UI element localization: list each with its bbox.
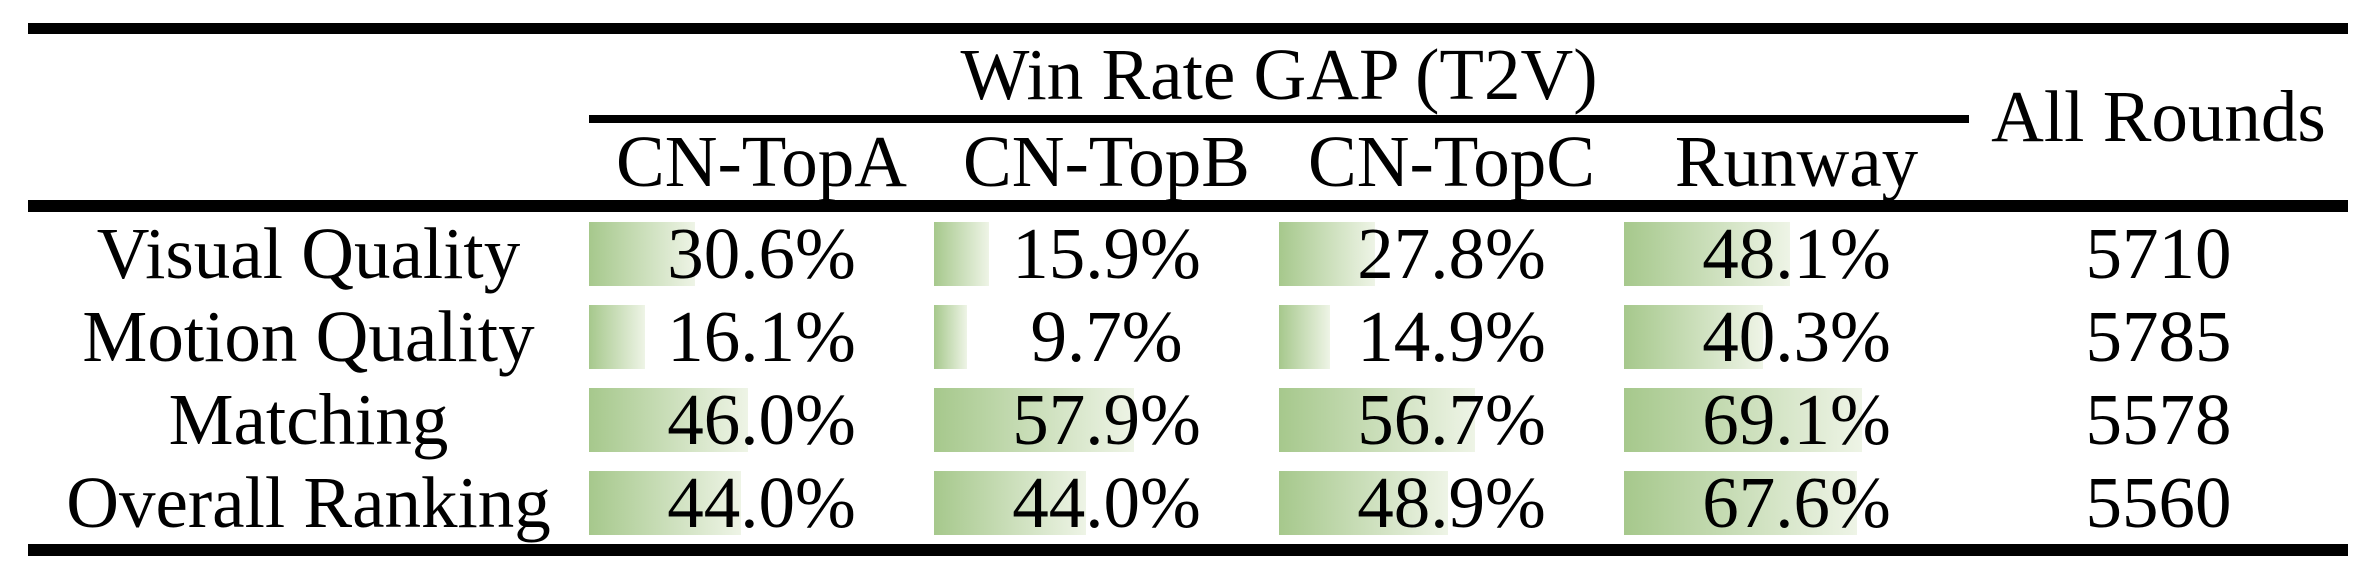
table-row-visual-quality: Visual Quality 30.6% 15.9% 27.8% 48.1% 5…	[28, 212, 2348, 295]
winrate-cell: 16.1%	[589, 295, 934, 378]
header-rule	[28, 200, 2348, 212]
winrate-value: 16.1%	[667, 295, 856, 377]
winrate-value: 69.1%	[1702, 378, 1891, 460]
column-header-runway: Runway	[1674, 120, 1919, 202]
winrate-bar	[934, 470, 1086, 535]
winrate-value: 67.6%	[1702, 461, 1891, 543]
winrate-cell: 46.0%	[589, 378, 934, 461]
winrate-value: 44.0%	[667, 461, 856, 543]
winrate-cell: 67.6%	[1624, 461, 1969, 544]
table-row-overall-ranking: Overall Ranking 44.0% 44.0% 48.9% 67.6% …	[28, 461, 2348, 544]
table-row-matching: Matching 46.0% 57.9% 56.7% 69.1% 5578	[28, 378, 2348, 461]
winrate-bar	[1279, 387, 1475, 452]
winrate-value: 9.7%	[1030, 295, 1183, 377]
winrate-cell: 48.1%	[1624, 212, 1969, 295]
winrate-cell: 56.7%	[1279, 378, 1624, 461]
row-label: Overall Ranking	[66, 461, 551, 543]
winrate-cell: 57.9%	[934, 378, 1279, 461]
group-header-underline	[589, 115, 1969, 123]
winrate-value: 40.3%	[1702, 295, 1891, 377]
all-rounds-value: 5578	[2085, 378, 2232, 460]
winrate-value: 46.0%	[667, 378, 856, 460]
winrate-bar	[934, 304, 968, 369]
winrate-bar	[934, 387, 1134, 452]
column-header-cn-topc: CN-TopC	[1308, 120, 1595, 202]
winrate-bar	[934, 221, 989, 286]
winrate-cell: 40.3%	[1624, 295, 1969, 378]
winrate-bar	[1624, 470, 1858, 535]
top-rule	[28, 23, 2348, 34]
win-rate-table: Win Rate GAP (T2V) CN-TopA CN-TopB CN-To…	[28, 23, 2348, 556]
winrate-bar	[589, 221, 695, 286]
column-headers: CN-TopA CN-TopB CN-TopC Runway	[589, 120, 1969, 202]
column-header-cn-topa: CN-TopA	[616, 120, 907, 202]
winrate-cell: 9.7%	[934, 295, 1279, 378]
column-header-cn-topb: CN-TopB	[963, 120, 1250, 202]
winrate-cell: 48.9%	[1279, 461, 1624, 544]
winrate-bar	[1624, 304, 1764, 369]
winrate-cell: 15.9%	[934, 212, 1279, 295]
row-label: Motion Quality	[82, 295, 535, 377]
all-rounds-value: 5560	[2085, 461, 2232, 543]
winrate-value: 14.9%	[1357, 295, 1546, 377]
winrate-value: 27.8%	[1357, 212, 1546, 294]
winrate-bar	[589, 387, 748, 452]
winrate-value: 56.7%	[1357, 378, 1546, 460]
winrate-bar	[1279, 221, 1375, 286]
winrate-cell: 44.0%	[589, 461, 934, 544]
table-row-motion-quality: Motion Quality 16.1% 9.7% 14.9% 40.3% 57…	[28, 295, 2348, 378]
winrate-value: 44.0%	[1012, 461, 1201, 543]
winrate-bar	[1279, 304, 1331, 369]
winrate-cell: 30.6%	[589, 212, 934, 295]
winrate-cell: 44.0%	[934, 461, 1279, 544]
row-label: Matching	[168, 378, 449, 460]
winrate-bar	[589, 470, 741, 535]
row-label: Visual Quality	[96, 212, 521, 294]
all-rounds-value: 5785	[2085, 295, 2232, 377]
winrate-value: 48.1%	[1702, 212, 1891, 294]
winrate-value: 48.9%	[1357, 461, 1546, 543]
column-header-all-rounds: All Rounds	[1991, 76, 2326, 157]
winrate-bar	[1624, 221, 1790, 286]
winrate-value: 57.9%	[1012, 378, 1201, 460]
table-header: Win Rate GAP (T2V) CN-TopA CN-TopB CN-To…	[28, 33, 2348, 202]
winrate-bar	[1279, 470, 1448, 535]
bottom-rule	[28, 544, 2348, 556]
winrate-bar	[589, 304, 645, 369]
winrate-value: 15.9%	[1012, 212, 1201, 294]
winrate-bar	[1624, 387, 1863, 452]
winrate-cell: 27.8%	[1279, 212, 1624, 295]
group-header-cell: Win Rate GAP (T2V) CN-TopA CN-TopB CN-To…	[589, 33, 1969, 202]
empty-header-cell	[28, 34, 589, 200]
all-rounds-value: 5710	[2085, 212, 2232, 294]
group-header-title: Win Rate GAP (T2V)	[960, 33, 1598, 115]
winrate-cell: 69.1%	[1624, 378, 1969, 461]
winrate-value: 30.6%	[667, 212, 856, 294]
winrate-cell: 14.9%	[1279, 295, 1624, 378]
